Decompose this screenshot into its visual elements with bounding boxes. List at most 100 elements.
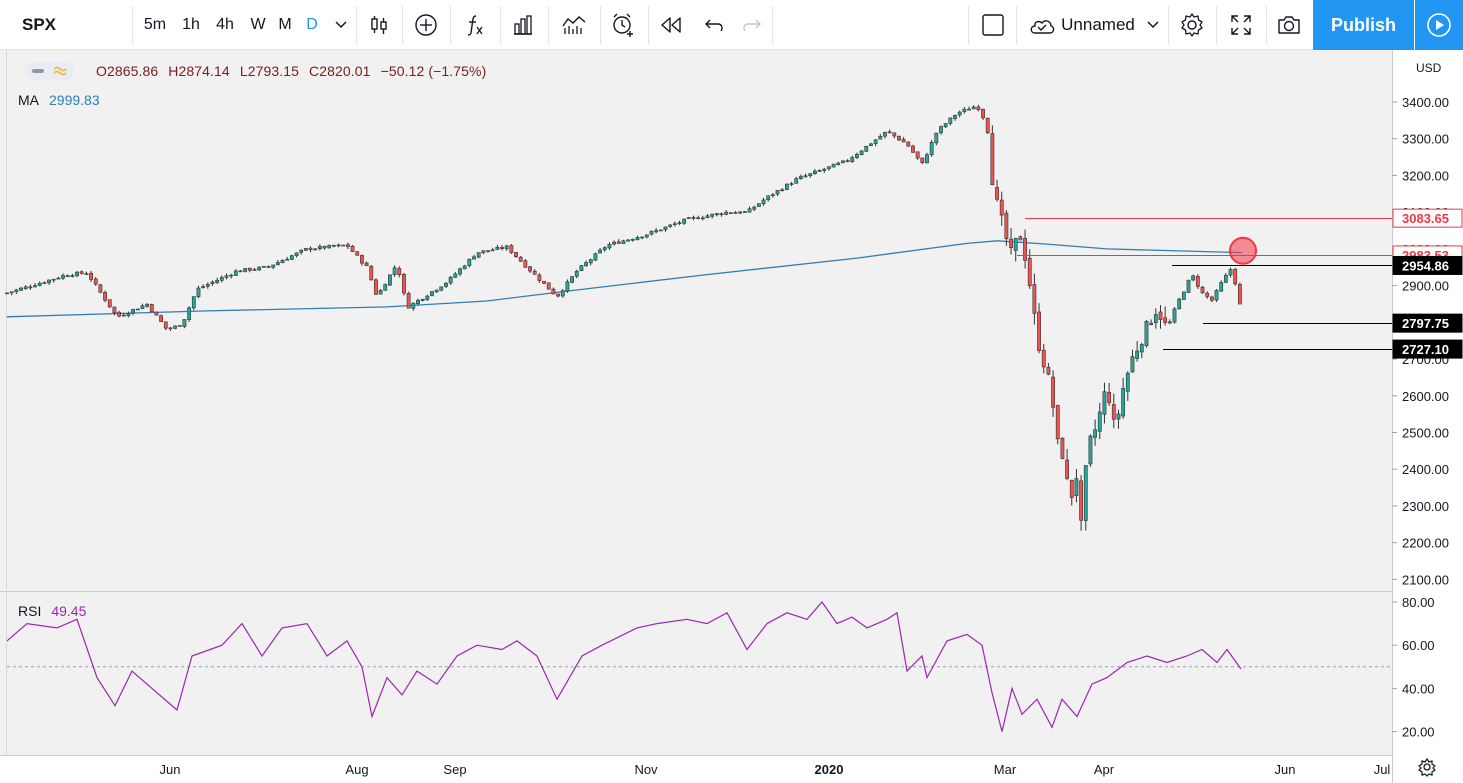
candle (5, 292, 9, 295)
candle-body (191, 296, 196, 309)
candle (145, 303, 150, 308)
candle (878, 133, 883, 140)
candle (1237, 282, 1242, 305)
candle (887, 129, 892, 134)
candle (1013, 237, 1018, 262)
candle (724, 210, 729, 216)
toolbar-divider (500, 6, 501, 44)
gear-icon[interactable] (1418, 757, 1436, 777)
candle (981, 108, 985, 121)
candle-body (84, 273, 89, 275)
price-label-box (1392, 339, 1463, 359)
candle-body (948, 117, 953, 124)
candle (686, 216, 691, 219)
candle (1107, 383, 1112, 406)
candle (943, 122, 948, 128)
candle (402, 272, 406, 296)
candle-body (897, 135, 901, 141)
candle (682, 218, 687, 225)
candle-body (509, 245, 514, 253)
candle (495, 244, 500, 251)
camera-icon[interactable] (1270, 0, 1308, 50)
candle-body (1079, 480, 1084, 521)
interval-1h-button[interactable]: 1h (182, 16, 200, 33)
candle (51, 278, 56, 283)
price-label: 2727.10 (1392, 339, 1463, 359)
interval-w-button[interactable]: W (250, 16, 266, 33)
candle (1037, 303, 1041, 354)
undo-icon[interactable] (700, 0, 730, 50)
cloud-icon[interactable] (1024, 0, 1060, 50)
candle-body (1200, 286, 1205, 294)
candle-body (957, 111, 962, 116)
candle-body (756, 203, 761, 207)
candle-body (560, 290, 565, 297)
rsi-legend[interactable]: RSI 49.45 (18, 603, 86, 619)
candle-body (383, 284, 388, 291)
candle (644, 234, 649, 239)
layout-name-button[interactable]: Unnamed (1061, 15, 1135, 34)
candle-body (5, 292, 9, 295)
candle-body (411, 302, 416, 309)
candles-icon[interactable] (362, 0, 396, 50)
toolbar-divider (1266, 6, 1267, 44)
candle (224, 273, 229, 280)
fullscreen-icon[interactable] (1222, 0, 1260, 50)
ma-legend[interactable]: MA 2999.83 (18, 92, 100, 108)
interval-m-button[interactable]: M (278, 16, 292, 33)
candle (1153, 308, 1158, 329)
candle-body (233, 270, 238, 276)
gear-icon[interactable] (1172, 0, 1212, 50)
candle-body (1027, 257, 1032, 287)
candle (103, 290, 107, 303)
plus-circle-icon[interactable] (408, 0, 444, 50)
time-tick-label: Sep (443, 762, 466, 777)
candle (89, 270, 93, 283)
compare-icon[interactable] (504, 0, 542, 50)
replay-icon[interactable] (652, 0, 690, 50)
candle (827, 166, 831, 171)
interval-4h-button[interactable]: 4h (216, 16, 234, 33)
candle-body (317, 246, 322, 250)
redo-icon[interactable] (736, 0, 766, 50)
candle (803, 173, 808, 178)
candle-body (766, 195, 771, 201)
candle (98, 283, 103, 294)
candle (70, 273, 75, 278)
candle-body (490, 249, 495, 252)
interval-5m-button[interactable]: 5m (143, 16, 167, 33)
price-chart[interactable]: 3400.003300.003200.003100.003000.002900.… (0, 50, 1463, 783)
play-icon[interactable] (1415, 0, 1463, 50)
candle-body (705, 215, 710, 219)
candle-body (607, 244, 612, 249)
candle-body (294, 252, 299, 257)
candle-body (1195, 275, 1200, 287)
chevron-down-icon[interactable] (330, 0, 352, 50)
candle-body (285, 258, 290, 261)
square-icon[interactable] (976, 0, 1010, 50)
candle (668, 224, 673, 229)
publish-button[interactable]: Publish (1313, 0, 1414, 50)
candle (65, 274, 70, 278)
interval-d-button[interactable]: D (306, 16, 318, 33)
legend-toggle-button[interactable] (26, 62, 74, 80)
candle (705, 214, 710, 219)
price-tick-label: 3400.00 (1402, 95, 1449, 110)
ohlc-legend: O2865.86 H2874.14 L2793.15 C2820.01 −50.… (96, 63, 492, 79)
candle (360, 254, 364, 266)
candle (467, 258, 472, 268)
candle (845, 159, 850, 163)
candle (149, 303, 154, 313)
fx-icon[interactable] (456, 0, 494, 50)
candle (1051, 370, 1055, 417)
chevron-down-icon[interactable] (1142, 0, 1164, 50)
candle-body (341, 244, 346, 247)
candle (710, 213, 715, 219)
alert-icon[interactable] (604, 0, 642, 50)
candle-body (663, 226, 668, 231)
candle (1046, 362, 1051, 376)
symbol-search-button[interactable]: SPX (22, 15, 57, 34)
candle-body (145, 303, 150, 307)
candle-body (532, 270, 537, 275)
templates-icon[interactable] (554, 0, 594, 50)
